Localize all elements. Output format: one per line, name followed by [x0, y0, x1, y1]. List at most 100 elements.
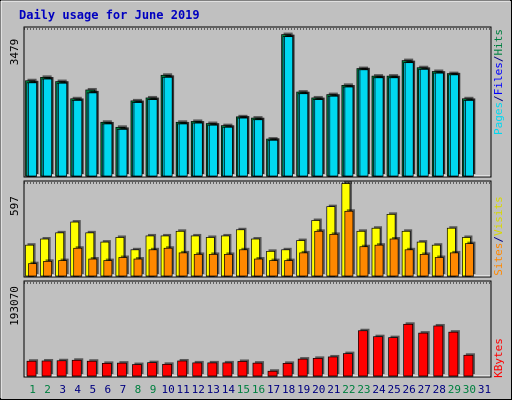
pages-bar	[329, 94, 340, 177]
kbytes-bar	[192, 360, 204, 377]
day-label: 25	[387, 383, 400, 396]
day-label: 12	[192, 383, 205, 396]
legend-kbytes: KBytes	[492, 338, 505, 378]
pages-bar	[223, 125, 235, 177]
kbytes-bar	[297, 357, 310, 377]
day-label: 14	[222, 383, 236, 396]
day-label: 31	[478, 383, 491, 396]
sites-bar	[28, 261, 39, 277]
kbytes-bar	[358, 328, 370, 377]
pages-bar	[178, 121, 190, 177]
pages-bar	[239, 116, 250, 177]
day-label: 16	[252, 383, 265, 396]
sites-bar	[239, 247, 250, 277]
sites-bar	[299, 250, 310, 277]
kbytes-bar	[237, 359, 249, 377]
pages-bar	[73, 98, 84, 177]
legend-entry: Hits	[492, 29, 505, 56]
pages-bar	[284, 34, 295, 177]
kbytes-bar	[56, 358, 69, 377]
pages-bar	[28, 80, 39, 177]
panel-kbytes: 193070	[8, 280, 492, 378]
pages-bar	[163, 75, 175, 177]
pages-bar	[193, 121, 205, 177]
sites-bar	[419, 252, 431, 277]
panel-hits-files-pages: 3479	[8, 26, 492, 178]
sites-bar	[329, 232, 340, 277]
y-max-label: 3479	[8, 39, 21, 66]
day-label: 8	[135, 383, 142, 396]
kbytes-bar	[327, 354, 340, 377]
sites-bar	[73, 246, 84, 277]
kbytes-bar	[86, 359, 99, 377]
day-label: 7	[120, 383, 127, 396]
kbytes-bar	[41, 358, 54, 377]
pages-bar	[344, 85, 355, 177]
kbytes-bar	[388, 335, 400, 377]
day-label: 18	[282, 383, 295, 396]
day-label: 2	[44, 383, 51, 396]
legend-entry: Pages	[492, 102, 505, 135]
kbytes-bar	[282, 361, 295, 377]
day-label: 4	[74, 383, 81, 396]
day-label: 9	[150, 383, 157, 396]
legend-entry: /	[492, 56, 505, 63]
legend-entry: /	[492, 236, 505, 243]
kbytes-bar	[433, 323, 445, 377]
day-label: 17	[267, 383, 280, 396]
kbytes-bar	[147, 360, 159, 377]
sites-bar	[284, 258, 295, 277]
kbytes-bar	[463, 353, 475, 377]
pages-bar	[118, 127, 129, 177]
kbytes-bar	[267, 369, 280, 377]
pages-bar	[269, 138, 280, 177]
sites-bar	[163, 246, 175, 277]
sites-bar	[88, 257, 99, 277]
legend-entry: Visits	[492, 196, 505, 236]
x-axis-day-labels: 1 2 3 4 5 6 7 8 9 10 11 12 13 14 15 16 17 18 19 20 21 22 23 24 2…	[29, 383, 491, 396]
pages-bar	[103, 121, 114, 177]
sites-bar	[133, 257, 145, 277]
sites-bar	[58, 258, 69, 277]
day-label: 21	[327, 383, 340, 396]
sites-bar	[118, 255, 129, 277]
kbytes-bar	[252, 361, 265, 377]
pages-bar	[404, 60, 416, 177]
day-label: 19	[297, 383, 310, 396]
kbytes-bar	[418, 331, 430, 377]
kbytes-bar	[312, 356, 325, 377]
sites-bar	[314, 229, 325, 277]
sites-bar	[404, 247, 416, 277]
day-label: 1	[29, 383, 36, 396]
kbytes-bar	[403, 322, 415, 377]
chart-title: Daily usage for June 2019	[19, 8, 200, 22]
pages-bar	[389, 75, 401, 177]
pages-bar	[148, 97, 160, 177]
pages-bar	[465, 98, 476, 177]
pages-bar	[314, 97, 325, 177]
legend-sites-visits: Sites/Visits	[492, 196, 505, 276]
kbytes-bar	[448, 330, 460, 377]
sites-bar	[434, 255, 446, 277]
kbytes-bar	[177, 358, 189, 377]
day-label: 11	[177, 383, 190, 396]
day-label: 29	[448, 383, 461, 396]
kbytes-bar	[207, 360, 219, 377]
sites-bar	[103, 258, 114, 277]
day-label: 24	[372, 383, 386, 396]
panel-visits-sites: 597	[8, 180, 492, 278]
sites-bar	[374, 243, 386, 277]
pages-bar	[299, 91, 310, 177]
sites-bar	[193, 252, 205, 277]
kbytes-bar	[222, 360, 234, 377]
kbytes-bar	[343, 351, 355, 377]
legend-entry: Sites	[492, 243, 505, 276]
sites-bar	[223, 252, 235, 277]
sites-bar	[359, 244, 370, 277]
legend-entry: Files	[492, 62, 505, 95]
legend-pages-files-hits: Pages/Files/Hits	[492, 29, 505, 135]
sites-bar	[148, 247, 160, 277]
kbytes-bar	[71, 358, 84, 377]
day-label: 23	[357, 383, 370, 396]
kbytes-bar	[117, 361, 129, 377]
